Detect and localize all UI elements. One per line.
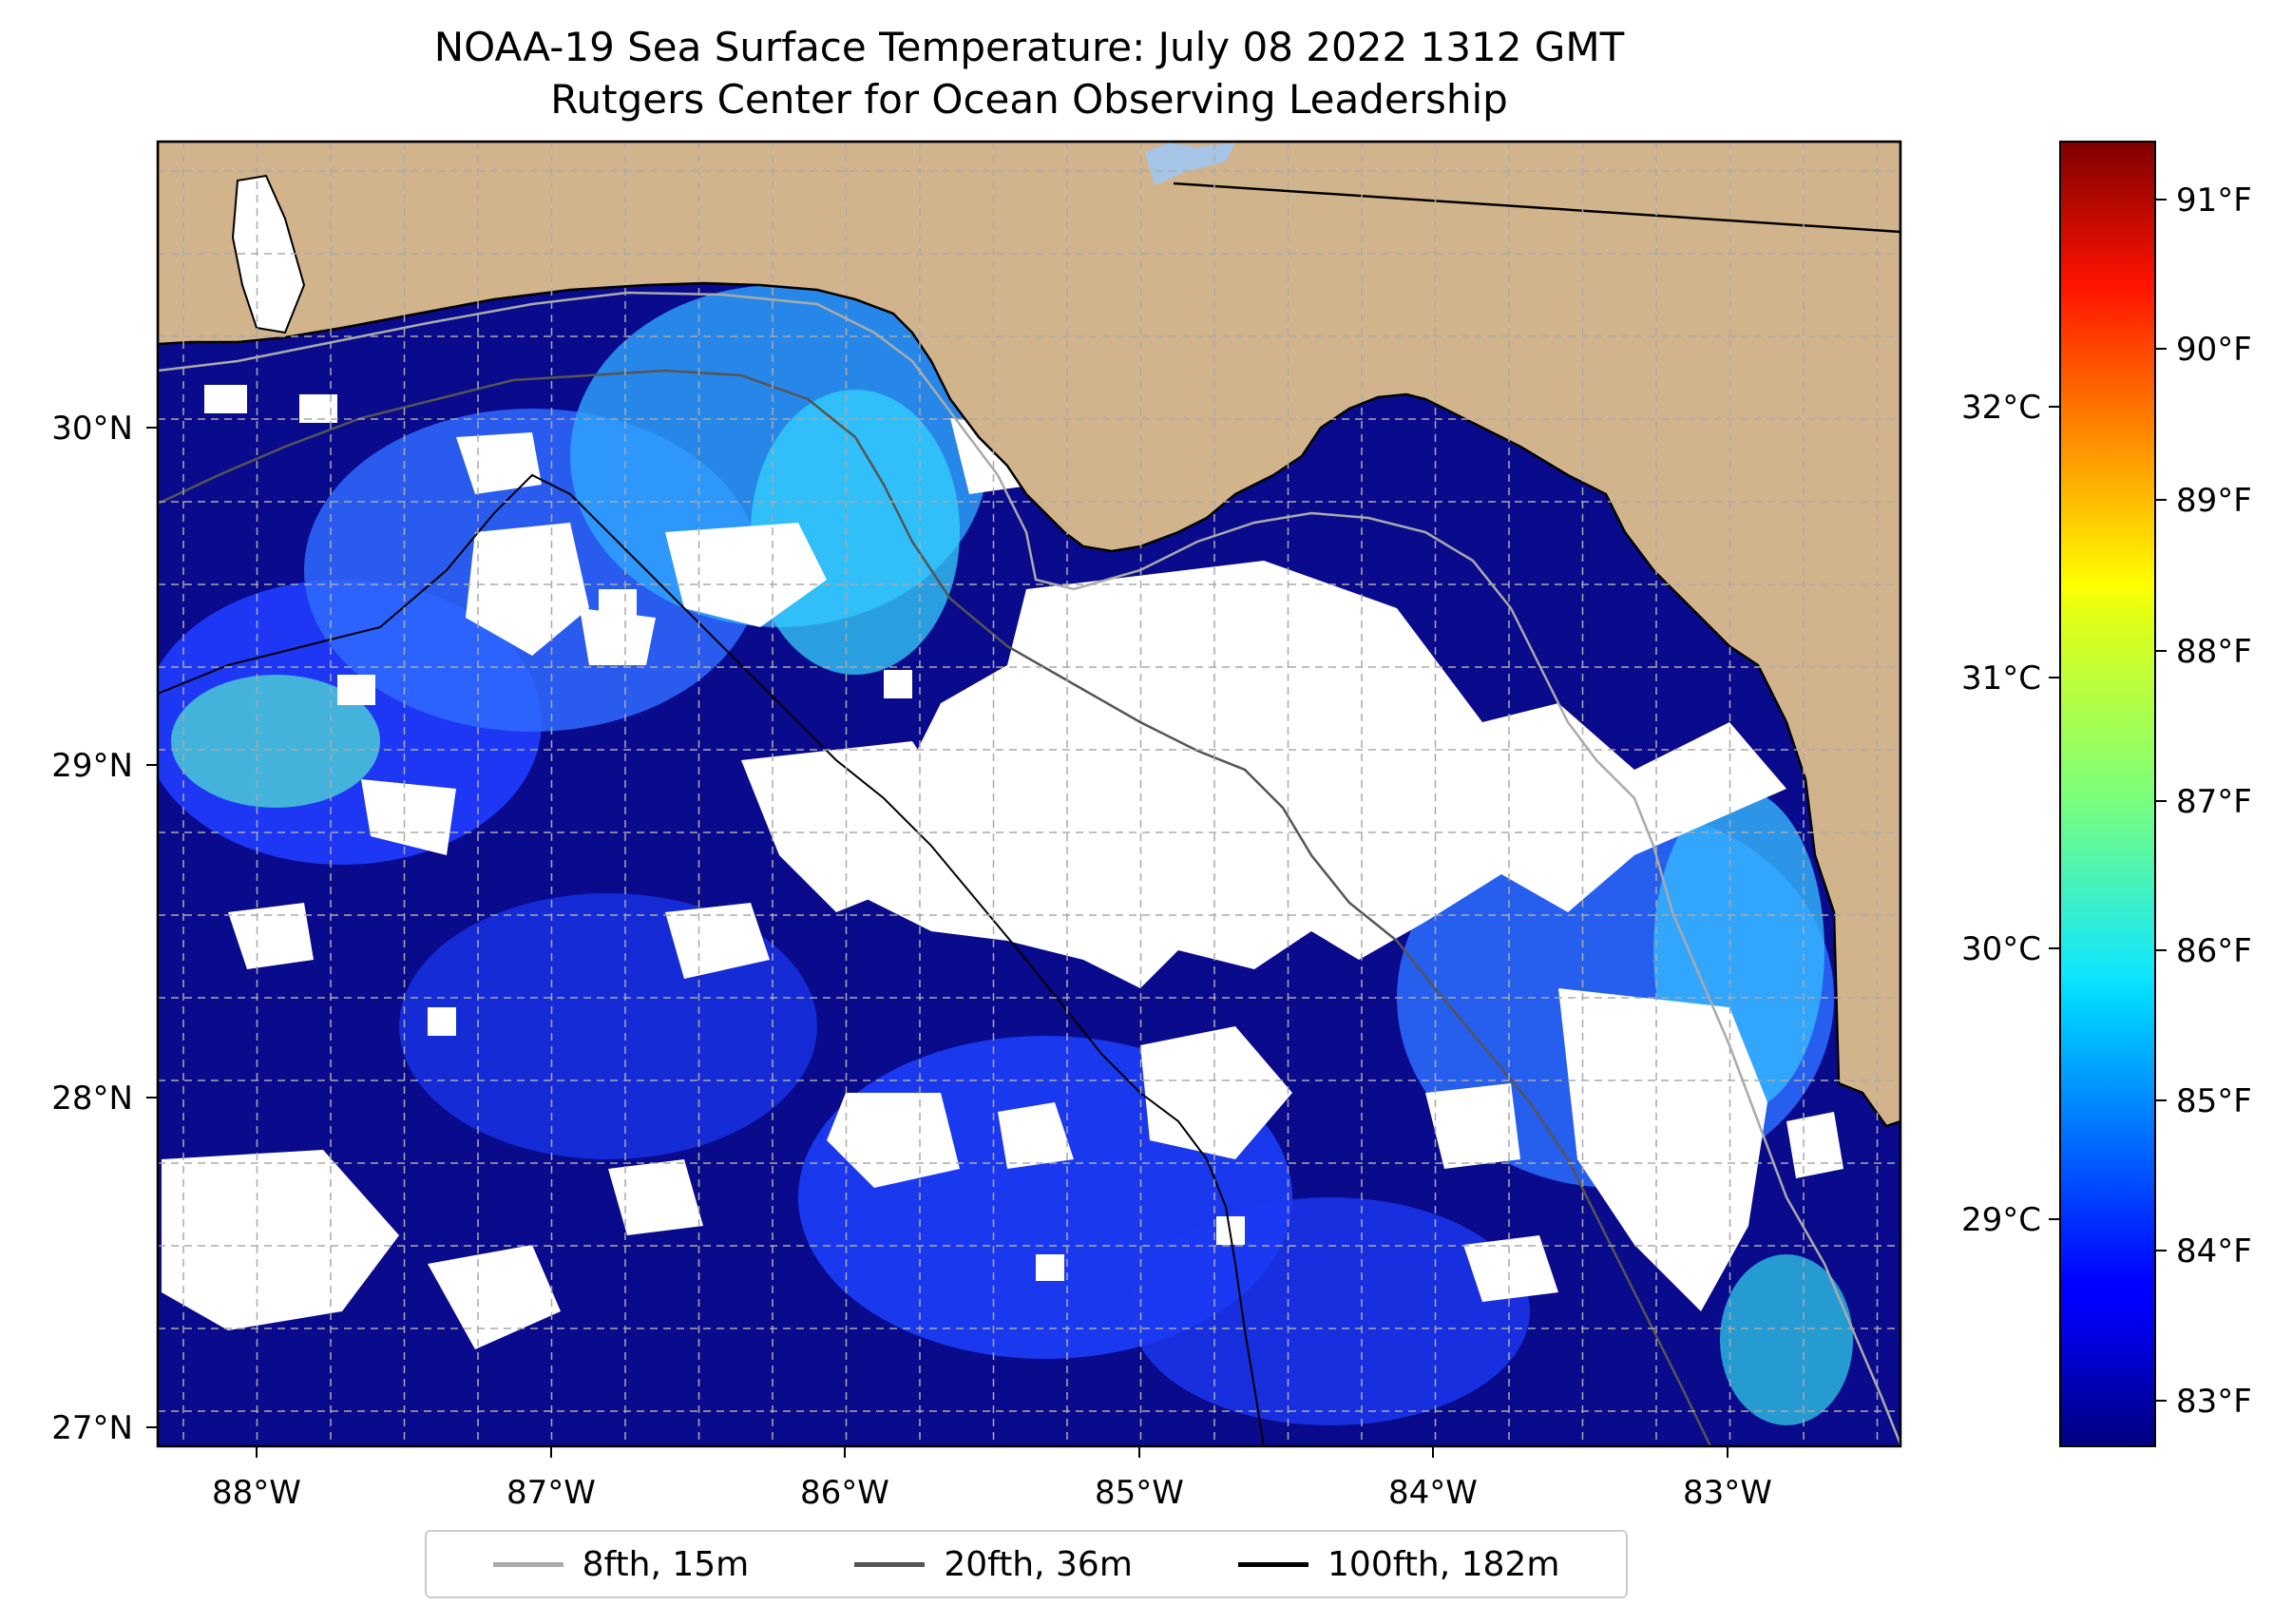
lon-labels: 88°W 87°W 86°W 85°W 84°W 83°W <box>212 1474 1772 1512</box>
map-frame <box>156 140 1902 1448</box>
fahrenheit-label-85: 85°F <box>2176 1082 2252 1120</box>
fahrenheit-label-83: 83°F <box>2176 1383 2252 1421</box>
lon-label-83: 83°W <box>1683 1474 1772 1512</box>
colorbar-ticks <box>2049 199 2167 1402</box>
celsius-label-31: 31°C <box>1961 659 2041 697</box>
legend-swatch-182m <box>1238 1561 1309 1567</box>
legend-swatch-36m <box>854 1561 926 1567</box>
legend-entry-182m: 100fth, 182m <box>1238 1545 1559 1584</box>
legend-entry-36m: 20fth, 36m <box>854 1545 1133 1584</box>
land-area <box>158 142 1900 1128</box>
fahrenheit-label-90: 90°F <box>2176 331 2252 369</box>
contour-15m <box>158 291 1900 1445</box>
state-border <box>1173 182 1900 234</box>
celsius-label-30: 30°C <box>1961 930 2041 968</box>
fahrenheit-label-89: 89°F <box>2176 482 2252 520</box>
legend-entry-15m: 8fth, 15m <box>492 1544 750 1584</box>
lat-label-30: 30°N <box>51 410 133 448</box>
contour-36m <box>158 369 1712 1446</box>
lon-label-86: 86°W <box>800 1474 889 1512</box>
bathymetry-contours <box>158 291 1900 1446</box>
legend-swatch-15m <box>492 1561 563 1567</box>
lon-label-88: 88°W <box>212 1474 301 1512</box>
lon-label-84: 84°W <box>1388 1474 1478 1512</box>
lon-label-87: 87°W <box>506 1474 596 1512</box>
lat-label-27: 27°N <box>51 1409 133 1447</box>
legend-label-15m: 8fth, 15m <box>582 1544 750 1584</box>
fahrenheit-label-87: 87°F <box>2176 783 2252 821</box>
lon-label-85: 85°W <box>1095 1474 1184 1512</box>
fahrenheit-label-86: 86°F <box>2176 932 2252 970</box>
celsius-label-32: 32°C <box>1961 389 2041 427</box>
figure-subtitle: Rutgers Center for Ocean Observing Leade… <box>550 76 1508 123</box>
colorbar: 32°C 31°C 30°C 29°C 91°F 90°F 89°F 88°F … <box>1961 141 2252 1447</box>
lat-label-28: 28°N <box>51 1079 133 1118</box>
figure-title: NOAA-19 Sea Surface Temperature: July 08… <box>433 24 1625 70</box>
lake-feature <box>1145 143 1235 185</box>
contour-182m <box>158 473 1265 1446</box>
lat-labels: 30°N 29°N 28°N 27°N <box>51 410 133 1447</box>
celsius-labels: 32°C 31°C 30°C 29°C <box>1961 389 2041 1239</box>
axis-ticks <box>146 427 1729 1458</box>
map-area <box>158 142 1900 1446</box>
legend-label-36m: 20fth, 36m <box>944 1544 1133 1584</box>
fahrenheit-label-91: 91°F <box>2176 182 2252 220</box>
fahrenheit-label-88: 88°F <box>2176 633 2252 671</box>
celsius-label-29: 29°C <box>1961 1201 2041 1239</box>
colorbar-gradient <box>2059 141 2156 1447</box>
legend-label-182m: 100fth, 182m <box>1327 1544 1560 1584</box>
lat-label-29: 29°N <box>51 747 133 785</box>
contour-legend: 8fth, 15m 20fth, 36m 100fth, 182m <box>425 1530 1628 1598</box>
fahrenheit-label-84: 84°F <box>2176 1232 2252 1271</box>
gridlines <box>158 142 1900 1446</box>
fahrenheit-labels: 91°F 90°F 89°F 88°F 87°F 86°F 85°F 84°F … <box>2176 182 2252 1421</box>
